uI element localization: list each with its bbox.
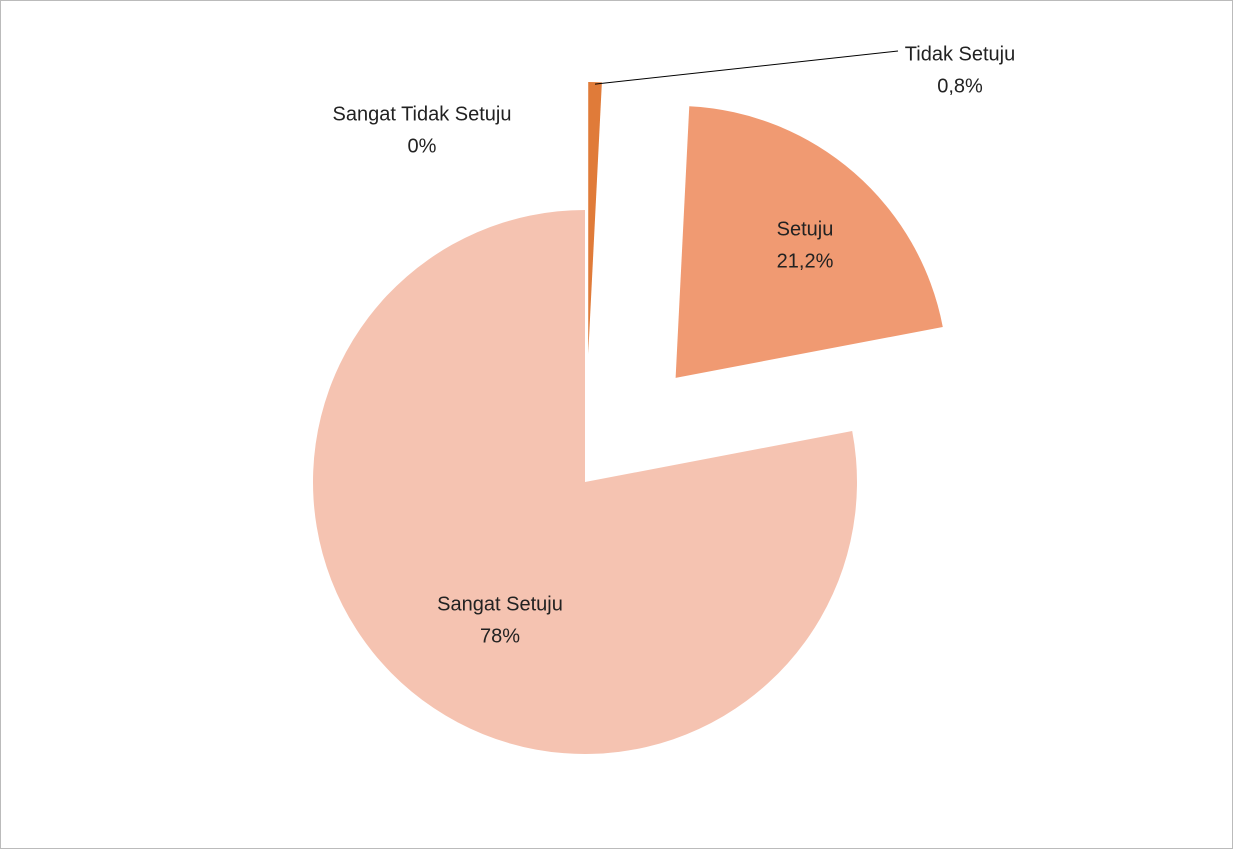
leader-line bbox=[594, 50, 899, 85]
slice-value-label: 78% bbox=[480, 625, 520, 647]
pie-slice bbox=[675, 106, 943, 378]
slice-value-label: 21,2% bbox=[777, 250, 834, 272]
slice-label: Tidak Setuju bbox=[905, 43, 1015, 65]
slice-label: Sangat Tidak Setuju bbox=[332, 103, 511, 125]
slice-value-label: 0% bbox=[408, 135, 437, 157]
slice-label: Sangat Setuju bbox=[437, 593, 563, 615]
slice-label: Setuju bbox=[777, 218, 834, 240]
pie-slice bbox=[588, 82, 602, 355]
pie-slice bbox=[313, 210, 857, 754]
slice-value-label: 0,8% bbox=[937, 75, 983, 97]
